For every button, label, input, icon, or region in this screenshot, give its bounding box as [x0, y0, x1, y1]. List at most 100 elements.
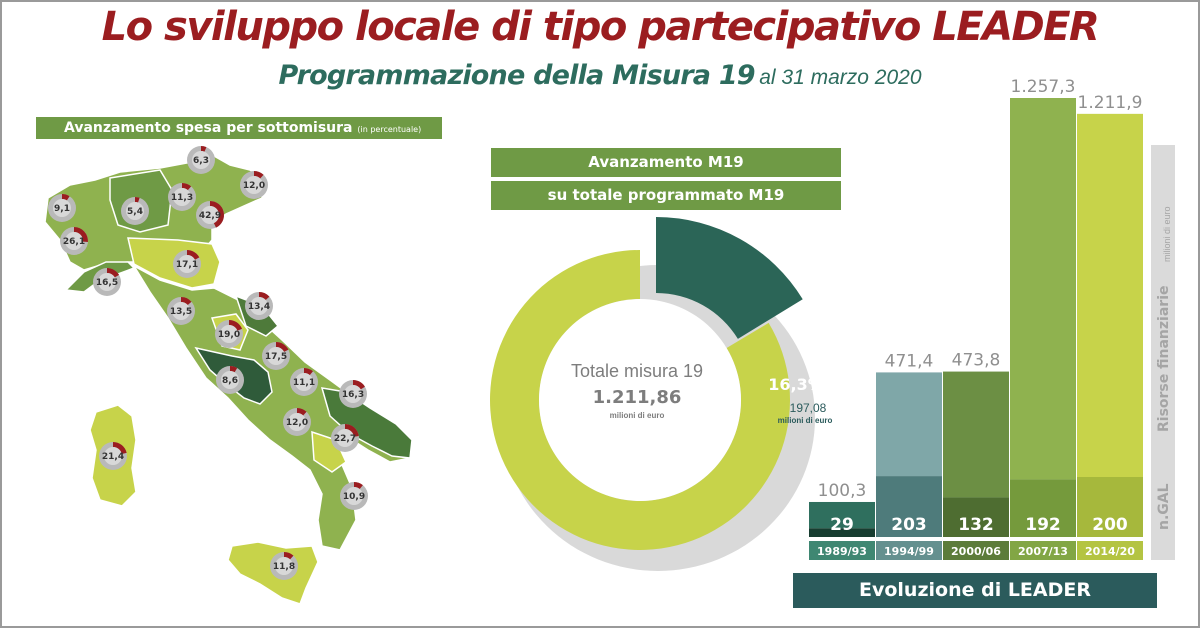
- region-value-label: 42,9: [199, 211, 221, 221]
- resources-value-label: 1.211,9: [1078, 93, 1143, 113]
- region-marker-umbria: 19,0: [215, 320, 243, 348]
- region-marker-marche: 13,4: [245, 292, 273, 320]
- gal-value-label: 192: [1025, 515, 1061, 535]
- region-inner: [275, 557, 293, 575]
- region-inner: [245, 176, 263, 194]
- region-progress-arc: [230, 366, 238, 373]
- region-value-label: 12,0: [243, 181, 265, 191]
- donut-total-value: 1.211,86: [593, 387, 682, 408]
- region-progress-arc: [345, 424, 359, 437]
- period-tab: [943, 541, 1009, 560]
- donut-header-1: Avanzamento M19: [491, 148, 841, 177]
- resources-bar: [1077, 113, 1143, 478]
- region-inner: [295, 373, 313, 391]
- region-value-label: 6,3: [193, 156, 209, 166]
- evolution-side-label-gal: n.GAL: [1156, 483, 1172, 530]
- donut-spent-pct: 16,3%: [768, 375, 824, 394]
- region-marker-calabria: 10,9: [340, 482, 368, 510]
- gal-value-label: 132: [958, 515, 994, 535]
- region-value-label: 11,3: [171, 193, 193, 203]
- region-value-label: 9,1: [54, 204, 70, 214]
- period-tab: [809, 541, 875, 560]
- region-value-label: 5,4: [127, 207, 143, 217]
- region-inner: [65, 232, 83, 250]
- region-progress-arc: [187, 250, 200, 260]
- page-title: Lo sviluppo locale di tipo partecipativo…: [101, 4, 1100, 50]
- resources-bar: [809, 501, 875, 529]
- subtitle-main: Programmazione della Misura 19: [278, 60, 755, 91]
- region-value-label: 17,1: [176, 260, 198, 270]
- region-inner: [288, 413, 306, 431]
- region-progress-arc: [259, 292, 270, 301]
- region-marker-lombardia: 5,4: [121, 197, 149, 225]
- resources-value-label: 100,3: [818, 481, 867, 501]
- period-label: 1989/93: [817, 545, 867, 558]
- region-inner: [126, 202, 144, 220]
- region-inner: [192, 151, 210, 169]
- region-marker-friuli-venezia-giulia: 12,0: [240, 171, 268, 199]
- region-value-label: 22,7: [334, 434, 356, 444]
- region-progress-arc: [201, 146, 207, 152]
- region-inner: [220, 325, 238, 343]
- gal-bar: [1010, 479, 1076, 537]
- donut-total-unit: milioni di euro: [610, 411, 665, 420]
- region-progress-arc: [181, 297, 192, 306]
- region-value-label: 17,5: [265, 352, 287, 362]
- page-subtitle: Programmazione della Misura 19 al 31 mar…: [0, 60, 1200, 91]
- donut-total-title: Totale misura 19: [571, 361, 703, 381]
- region-marker-campania: 12,0: [283, 408, 311, 436]
- donut-spent-value: 197,08: [790, 401, 827, 415]
- region-inner: [221, 371, 239, 389]
- region-progress-arc: [229, 320, 243, 331]
- donut-hole: [539, 299, 741, 501]
- region-inner: [201, 206, 219, 224]
- resources-bar: [943, 371, 1009, 498]
- region-marker-liguria: 16,5: [93, 268, 121, 296]
- resources-bar: [876, 372, 942, 477]
- period-label: 1994/99: [884, 545, 934, 558]
- region-progress-arc: [182, 183, 192, 191]
- period-label: 2007/13: [1018, 545, 1068, 558]
- gal-bar: [1077, 477, 1143, 537]
- region-value-label: 19,0: [218, 330, 240, 340]
- period-label: 2014/20: [1085, 545, 1135, 558]
- period-tab: [1077, 541, 1143, 560]
- region-progress-arc: [276, 342, 289, 352]
- period-label: 2000/06: [951, 545, 1001, 558]
- gal-value-label: 29: [830, 515, 854, 535]
- period-tab: [876, 541, 942, 560]
- region-inner: [345, 487, 363, 505]
- region-marker-valle-d-aosta: 9,1: [48, 194, 76, 222]
- region-marker-abruzzo: 17,5: [262, 342, 290, 370]
- region-progress-arc: [210, 201, 225, 228]
- gal-value-label: 200: [1092, 515, 1128, 535]
- region-progress-arc: [62, 194, 70, 201]
- region-progress-arc: [304, 368, 313, 376]
- region-progress-arc: [113, 442, 127, 454]
- region-value-label: 11,1: [293, 378, 315, 388]
- donut-spent-slice: [656, 217, 803, 339]
- resources-value-label: 1.257,3: [1011, 77, 1076, 97]
- donut-chart: Totale misura 19 1.211,86 milioni di eur…: [490, 217, 832, 571]
- region-progress-arc: [354, 482, 363, 490]
- evolution-footer: Evoluzione di LEADER: [793, 573, 1157, 608]
- region-inner: [178, 255, 196, 273]
- evolution-side-label-resources: Risorse finanziarie: [1156, 286, 1172, 433]
- subtitle-date: al 31 marzo 2020: [759, 66, 922, 89]
- resources-bar: [1010, 98, 1076, 480]
- evolution-side-band: [1151, 145, 1175, 560]
- region-progress-arc: [74, 227, 88, 242]
- region-marker-bolzano: 6,3: [187, 146, 215, 174]
- region-inner: [104, 447, 122, 465]
- donut-header-2: su totale programmato M19: [491, 181, 841, 210]
- region-inner: [336, 429, 354, 447]
- region-inner: [98, 273, 116, 291]
- region-value-label: 13,4: [248, 302, 270, 312]
- region-marker-sicilia: 11,8: [270, 552, 298, 580]
- region-value-label: 12,0: [286, 418, 308, 428]
- donut-spent-unit: milioni di euro: [778, 416, 833, 425]
- region-progress-arc: [254, 171, 264, 179]
- region-progress-arc: [353, 380, 365, 390]
- leader-evolution-chart: Risorse finanziarie milioni di euro n.GA…: [809, 77, 1175, 560]
